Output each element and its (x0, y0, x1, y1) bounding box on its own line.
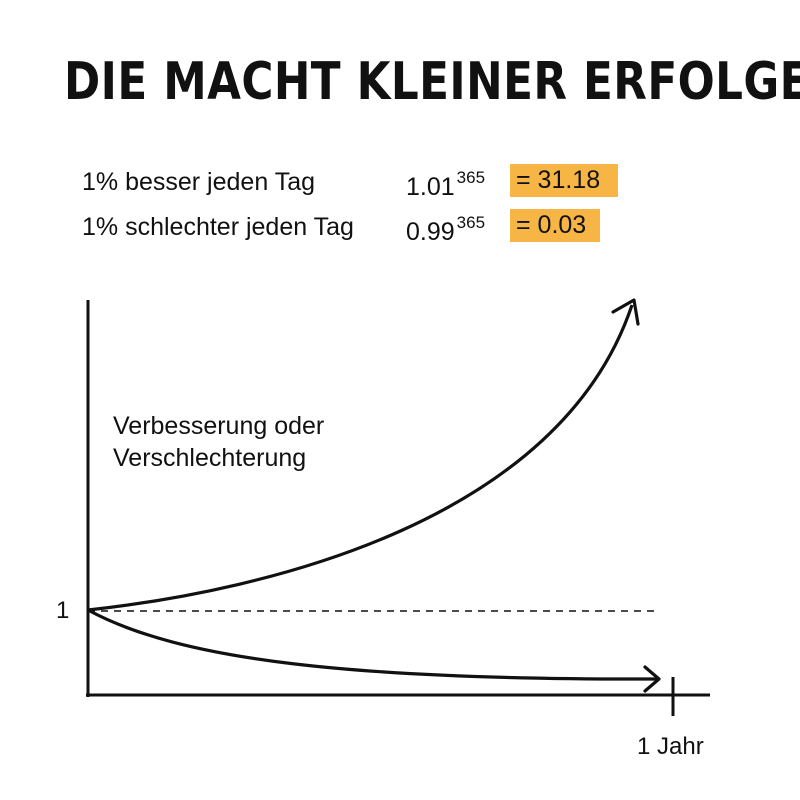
y-axis-label-line2: Verschlechterung (113, 444, 307, 472)
page-title: DIE MACHT KLEINER ERFOLGE (64, 52, 800, 112)
y-tick-label: 1 (56, 597, 70, 624)
formula-label: 1% besser jeden Tag (82, 168, 316, 196)
x-tick-label: 1 Jahr (637, 733, 704, 760)
formula-exponent: 365 (456, 213, 486, 232)
arrowhead-decline (643, 665, 661, 693)
formula-base: 1.01 (406, 173, 455, 201)
curve-improvement (87, 304, 634, 612)
formula-exponent: 365 (456, 168, 486, 187)
formula-label: 1% schlechter jeden Tag (82, 213, 354, 241)
y-axis-label: Verbesserung oder Verschlechterung (113, 410, 373, 474)
arrowhead-improvement (611, 298, 640, 326)
y-axis-label-line1: Verbesserung oder (113, 412, 325, 440)
curve-decline (87, 608, 659, 681)
formula-result-highlight: = 31.18 (510, 164, 618, 197)
formula-result-highlight: = 0.03 (510, 209, 600, 242)
formula-base: 0.99 (406, 218, 455, 246)
formula-expression: 0.99 365 (406, 213, 485, 247)
formula-expression: 1.01 365 (406, 168, 485, 202)
